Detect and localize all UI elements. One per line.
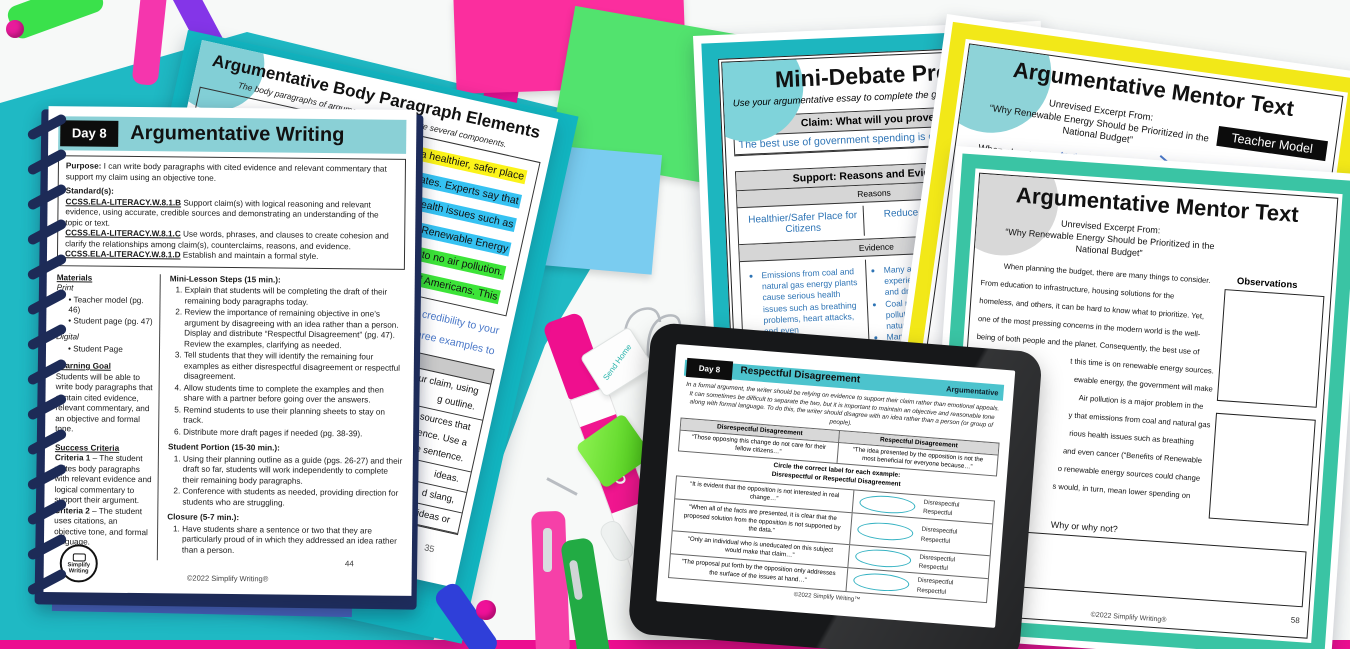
teacher-model-badge: Teacher Model — [1216, 125, 1328, 162]
lesson-header: Day 8 Argumentative Writing — [58, 116, 407, 154]
step: Using their planning outline as a guide … — [183, 454, 403, 488]
standard-text: Establish and maintain a formal style. — [182, 250, 319, 261]
answer-circle[interactable] — [852, 571, 910, 593]
answer-circle[interactable] — [854, 548, 912, 570]
standard-line: CCSS.ELA-LITERACY.W.8.1.B Support claim(… — [65, 197, 397, 232]
standard-code: CCSS.ELA-LITERACY.W.8.1.C — [65, 228, 181, 239]
student-portion-heading: Student Portion (15-30 min.): — [167, 442, 280, 453]
page-number: 44 — [344, 558, 354, 569]
answer-options: Disrespectful Respectful — [921, 525, 958, 546]
tablet-screen[interactable]: Day 8 Respectful Disagreement Argumentat… — [656, 343, 1016, 628]
answer-circle[interactable] — [856, 520, 914, 543]
learning-goal-heading: Learning Goal — [55, 361, 111, 371]
answer-options: Disrespectful Respectful — [923, 498, 960, 519]
step: Conference with students as needed, prov… — [182, 487, 402, 510]
clip-wire — [546, 477, 578, 496]
criteria-label: Criteria 1 — [54, 453, 91, 463]
evidence-item: Emissions from coal and natural gas ener… — [761, 266, 864, 338]
pink-bottom-strip — [0, 640, 1350, 649]
evidence-list: Emissions from coal and natural gas ener… — [748, 266, 864, 338]
answer-options: Disrespectful Respectful — [917, 576, 954, 597]
steps-column: Mini-Lesson Steps (15 min.): Explain tha… — [158, 274, 405, 563]
standard-code: CCSS.ELA-LITERACY.W.8.1.B — [65, 196, 182, 207]
step: Distribute more draft pages if needed (p… — [183, 427, 403, 440]
tablet-device: Day 8 Respectful Disagreement Argumentat… — [627, 322, 1043, 649]
step: Have students share a sentence or two th… — [182, 524, 402, 558]
standards-label: Standard(s): — [65, 186, 114, 196]
mini-lesson-heading: Mini-Lesson Steps (15 min.): — [169, 273, 281, 285]
criteria-text: Criteria 1 – The student writes body par… — [54, 453, 152, 507]
copyright-footer: ©2022 Simplify Writing® — [186, 573, 269, 584]
digital-item: Student Page — [68, 344, 153, 355]
day-label: Day 8 — [685, 357, 734, 381]
push-pin — [6, 20, 24, 38]
print-item: Student page (pg. 47) — [68, 316, 153, 327]
purpose-standards-box: Purpose: I can write body paragraphs wit… — [56, 155, 407, 270]
digital-label: Digital — [56, 332, 79, 342]
materials-column: Materials Print Teacher model (pg. 46) S… — [53, 272, 161, 561]
page-number: 35 — [423, 542, 436, 555]
pen-clip — [543, 528, 552, 572]
print-list: Teacher model (pg. 46) Student page (pg.… — [58, 295, 153, 327]
closure-heading: Closure (5-7 min.): — [167, 512, 240, 523]
binder-clip-label: Send Home — [600, 342, 634, 382]
print-label: Print — [56, 283, 74, 293]
day-label: Day 8 — [60, 120, 119, 147]
purpose-line: Purpose: I can write body paragraphs wit… — [66, 161, 398, 185]
reason-cell: Healthier/Safer Place for Citizens — [741, 205, 866, 242]
observation-box — [1208, 412, 1316, 526]
answer-circle[interactable] — [858, 493, 917, 515]
answer-table: “It is evident that the opposition is no… — [667, 475, 996, 603]
step: Allow students time to complete the exam… — [183, 383, 403, 406]
closure-steps: Have students share a sentence or two th… — [167, 524, 402, 558]
step: Explain that students will be completing… — [184, 286, 404, 309]
lesson-title: Argumentative Writing — [130, 121, 345, 147]
purpose-text: I can write body paragraphs with cited e… — [65, 161, 387, 183]
step: Review the importance of remaining objec… — [184, 308, 404, 352]
learning-goal-text: Students will be able to write body para… — [55, 371, 153, 434]
answer-options: Disrespectful Respectful — [918, 552, 955, 573]
print-item: Teacher model (pg. 46) — [68, 295, 153, 317]
digital-list: Student Page — [58, 344, 153, 355]
step: Remind students to use their planning sh… — [183, 405, 403, 428]
student-portion-steps: Using their planning outline as a guide … — [167, 454, 403, 510]
observation-box — [1216, 289, 1325, 408]
standard-code: CCSS.ELA-LITERACY.W.8.1.D — [64, 249, 181, 260]
criteria-text: Criteria 2 – The student uses citations,… — [54, 506, 151, 549]
lesson-columns: Materials Print Teacher model (pg. 46) S… — [53, 272, 405, 563]
mini-lesson-steps: Explain that students will be completing… — [168, 285, 405, 439]
purpose-label: Purpose: — [65, 161, 102, 171]
speech-bubble-icon — [72, 553, 86, 562]
lesson-plan-page: Day 8 Argumentative Writing Purpose: I c… — [43, 106, 417, 596]
reflection-question: Why or why not? — [1050, 519, 1119, 535]
push-pin — [476, 600, 496, 620]
step: Tell students that they will identify th… — [184, 351, 404, 385]
page-number: 58 — [1290, 615, 1301, 626]
